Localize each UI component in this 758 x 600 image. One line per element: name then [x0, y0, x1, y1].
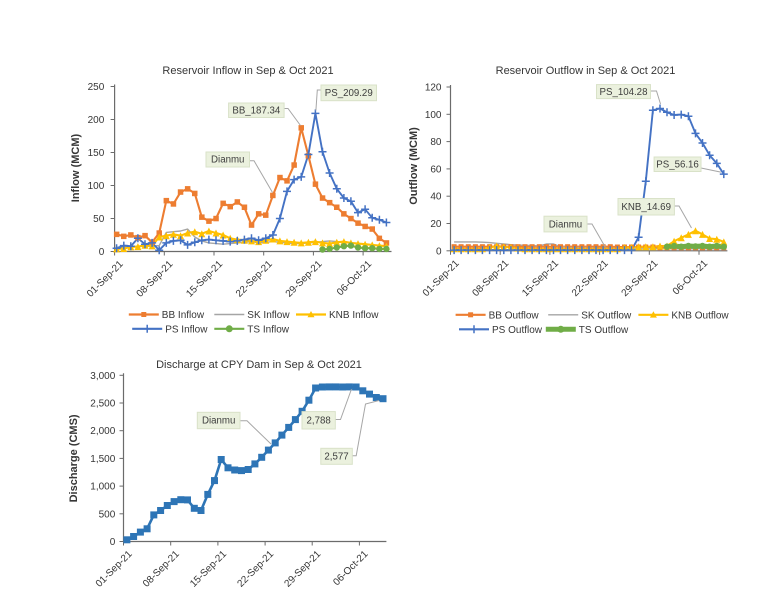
svg-text:0: 0	[99, 247, 105, 258]
svg-text:PS_209.29: PS_209.29	[325, 88, 373, 99]
svg-text:0: 0	[110, 537, 116, 548]
svg-text:PS Outflow: PS Outflow	[492, 325, 543, 336]
svg-text:KNB_14.69: KNB_14.69	[621, 202, 671, 213]
svg-text:Dianmu: Dianmu	[549, 219, 582, 230]
svg-text:PS Inflow: PS Inflow	[165, 324, 208, 335]
svg-text:2,000: 2,000	[90, 426, 115, 437]
svg-text:2,500: 2,500	[90, 399, 115, 410]
svg-text:2,788: 2,788	[307, 416, 331, 427]
svg-text:120: 120	[425, 83, 442, 94]
svg-text:Dianmu: Dianmu	[202, 416, 235, 427]
svg-text:3,000: 3,000	[90, 371, 115, 382]
svg-text:PS_104.28: PS_104.28	[600, 87, 648, 98]
svg-text:SK Inflow: SK Inflow	[247, 310, 290, 321]
svg-text:100: 100	[88, 181, 105, 192]
svg-text:200: 200	[88, 115, 105, 126]
svg-text:20: 20	[430, 219, 442, 230]
svg-text:150: 150	[88, 148, 105, 159]
svg-text:Inflow (MCM): Inflow (MCM)	[70, 133, 82, 202]
svg-text:Dianmu: Dianmu	[211, 155, 244, 166]
svg-text:BB_187.34: BB_187.34	[232, 105, 281, 116]
svg-text:TS Inflow: TS Inflow	[247, 324, 289, 335]
svg-text:BB Inflow: BB Inflow	[162, 310, 205, 321]
svg-text:Reservoir Outflow in Sep & Oct: Reservoir Outflow in Sep & Oct 2021	[496, 65, 676, 77]
svg-text:KNB Outflow: KNB Outflow	[671, 310, 729, 321]
svg-text:Outflow (MCM): Outflow (MCM)	[408, 127, 420, 205]
svg-text:BB Outflow: BB Outflow	[489, 310, 540, 321]
svg-text:500: 500	[99, 509, 116, 520]
svg-text:TS Outflow: TS Outflow	[579, 325, 629, 336]
svg-text:SK Outflow: SK Outflow	[581, 310, 632, 321]
svg-text:2,577: 2,577	[324, 452, 348, 463]
svg-text:1,500: 1,500	[90, 454, 115, 465]
svg-text:100: 100	[425, 110, 442, 121]
svg-text:Discharge (CMS): Discharge (CMS)	[68, 414, 80, 502]
svg-text:80: 80	[430, 137, 442, 148]
svg-text:40: 40	[430, 192, 442, 203]
svg-text:1,000: 1,000	[90, 482, 115, 493]
svg-text:0: 0	[436, 246, 442, 257]
svg-text:PS_56.16: PS_56.16	[656, 159, 699, 170]
svg-text:Reservoir Inflow in Sep & Oct: Reservoir Inflow in Sep & Oct 2021	[162, 65, 333, 77]
svg-text:50: 50	[93, 214, 105, 225]
svg-text:KNB Inflow: KNB Inflow	[329, 310, 379, 321]
svg-text:250: 250	[88, 82, 105, 93]
svg-text:Discharge at CPY Dam in Sep &: Discharge at CPY Dam in Sep & Oct 2021	[156, 359, 362, 371]
svg-text:60: 60	[430, 164, 442, 175]
